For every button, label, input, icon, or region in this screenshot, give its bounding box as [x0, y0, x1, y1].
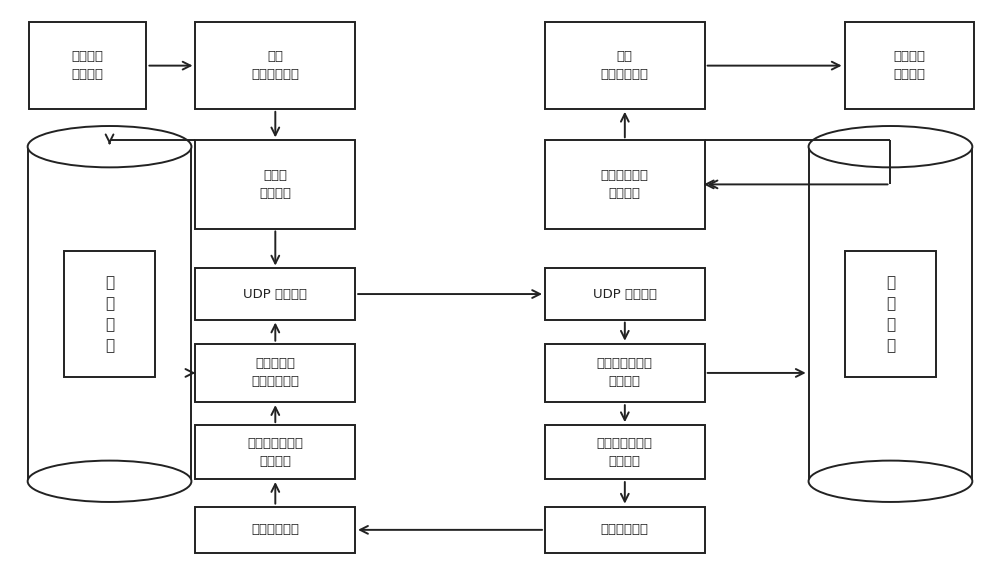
- Ellipse shape: [28, 126, 191, 167]
- Bar: [809, 147, 972, 481]
- Bar: [195, 140, 355, 228]
- Bar: [545, 425, 705, 479]
- Text: UDP 协议发送: UDP 协议发送: [243, 288, 307, 300]
- Bar: [845, 251, 936, 377]
- Text: 解析
自定义协议头: 解析 自定义协议头: [601, 50, 649, 81]
- Bar: [195, 506, 355, 553]
- Bar: [195, 344, 355, 403]
- Ellipse shape: [809, 126, 972, 167]
- Bar: [545, 22, 705, 109]
- Bar: [545, 140, 705, 228]
- Text: 检查超时状态和
丢包数据: 检查超时状态和 丢包数据: [247, 437, 303, 468]
- Bar: [195, 22, 355, 109]
- Text: 保存到
发送队列: 保存到 发送队列: [259, 169, 291, 200]
- Text: 检查超时状态和
丢包数据: 检查超时状态和 丢包数据: [597, 437, 653, 468]
- Text: 执行设备
监控命令: 执行设备 监控命令: [893, 50, 925, 81]
- Bar: [28, 147, 191, 481]
- Text: 从发送队列
获取重传数据: 从发送队列 获取重传数据: [251, 357, 299, 388]
- Text: 数控设备
监控数据: 数控设备 监控数据: [72, 50, 104, 81]
- Ellipse shape: [809, 461, 972, 502]
- Ellipse shape: [28, 461, 191, 502]
- Text: UDP 协议接收: UDP 协议接收: [593, 288, 657, 300]
- Text: 环
形
队
列: 环 形 队 列: [105, 275, 114, 353]
- Bar: [195, 268, 355, 320]
- Bar: [545, 344, 705, 403]
- Bar: [195, 425, 355, 479]
- Text: 从接收队列首
获取数据: 从接收队列首 获取数据: [601, 169, 649, 200]
- Text: 按数序号保存到
接收队列: 按数序号保存到 接收队列: [597, 357, 653, 388]
- Bar: [64, 251, 155, 377]
- Bar: [545, 268, 705, 320]
- Bar: [29, 22, 146, 109]
- Bar: [845, 22, 974, 109]
- Text: 添加
自定义协议头: 添加 自定义协议头: [251, 50, 299, 81]
- Text: 请求重传数据: 请求重传数据: [601, 524, 649, 536]
- Bar: [545, 506, 705, 553]
- Text: 接收应答数据: 接收应答数据: [251, 524, 299, 536]
- Text: 环
形
队
列: 环 形 队 列: [886, 275, 895, 353]
